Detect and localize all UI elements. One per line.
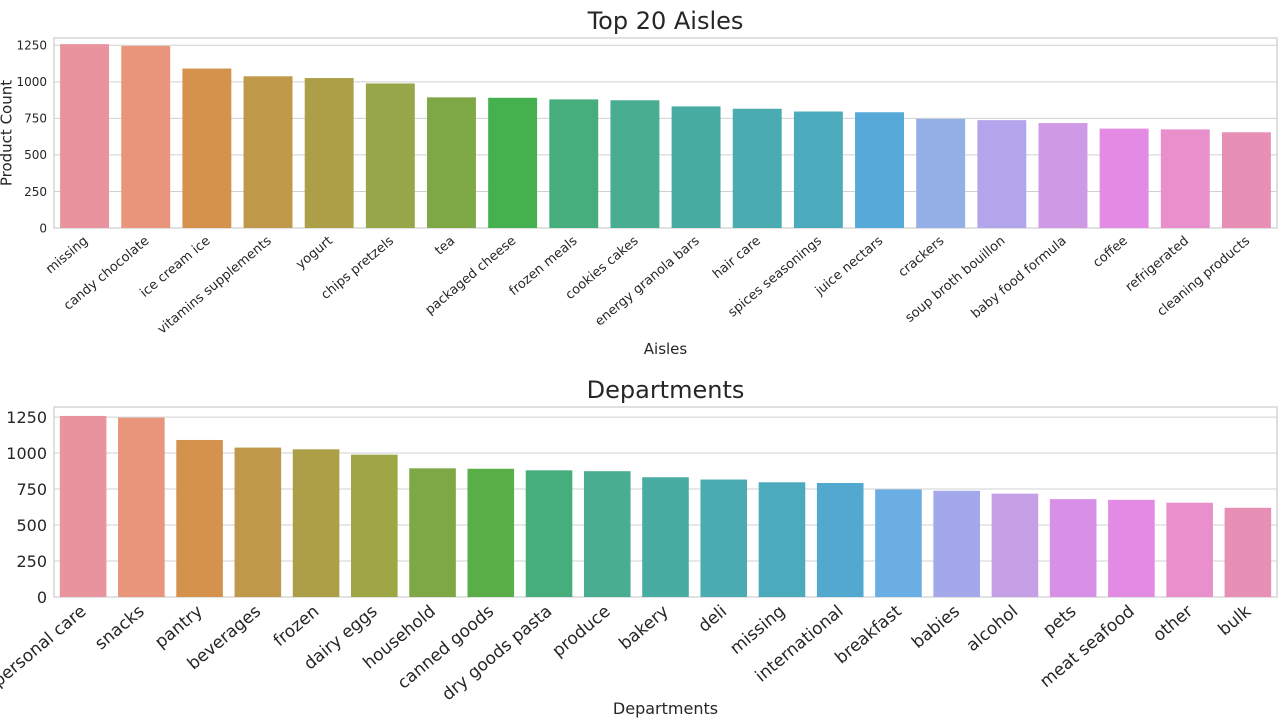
- bar: [176, 439, 223, 597]
- x-tick-label: pets: [1039, 601, 1080, 640]
- bar: [243, 76, 293, 229]
- bar: [60, 44, 110, 229]
- x-tick-label: deli: [695, 602, 731, 637]
- y-tick-label: 0: [39, 221, 47, 235]
- bar: [732, 108, 782, 228]
- x-tick-label: vitamins supplements: [155, 233, 275, 337]
- bar: [118, 417, 165, 597]
- x-tick-label: hair care: [710, 234, 764, 282]
- y-tick-label: 1250: [16, 39, 47, 53]
- bar: [234, 447, 282, 597]
- x-tick-label: pantry: [151, 602, 207, 653]
- bar: [409, 468, 456, 597]
- bar: [700, 479, 748, 597]
- y-tick-label: 1000: [6, 444, 47, 463]
- bar: [1099, 128, 1149, 228]
- bar: [875, 489, 922, 597]
- chart-title: Top 20 Aisles: [587, 7, 744, 35]
- y-tick-label: 250: [24, 185, 47, 199]
- plot-area: [53, 37, 1278, 229]
- x-tick-label: soup broth bouillon: [903, 234, 1009, 326]
- bar: [351, 454, 398, 597]
- y-tick-label: 250: [16, 552, 47, 571]
- bar: [855, 112, 904, 228]
- bar: [365, 83, 415, 228]
- x-tick-label: bakery: [615, 602, 672, 655]
- x-tick-label: produce: [549, 602, 615, 662]
- bar: [1221, 132, 1271, 228]
- y-axis-label: Product Count: [0, 80, 15, 186]
- bar: [549, 99, 599, 228]
- x-axis-label: Departments: [613, 699, 718, 718]
- bar: [427, 97, 476, 228]
- y-tick-label: 0: [37, 588, 47, 607]
- y-tick-label: 1000: [16, 75, 47, 89]
- x-axis-label: Aisles: [644, 340, 688, 358]
- bar: [1038, 123, 1088, 228]
- y-tick-label: 1250: [6, 408, 47, 427]
- bar: [525, 470, 573, 597]
- bar: [467, 468, 515, 597]
- x-tick-label: other: [1149, 602, 1197, 646]
- bar: [991, 493, 1039, 597]
- chart-2: 0 250 500 750 1000 1250 personal care snacks pan…: [0, 376, 1278, 718]
- bar: [1108, 499, 1155, 597]
- bar: [292, 449, 340, 597]
- bar: [916, 118, 966, 228]
- bar: [304, 78, 354, 229]
- x-tick-label: coffee: [1090, 234, 1130, 271]
- x-tick-label: personal care: [0, 602, 90, 692]
- y-tick-label: 500: [24, 148, 47, 162]
- bar: [1166, 502, 1213, 597]
- y-tick-label: 750: [24, 112, 47, 126]
- bar: [1224, 507, 1272, 597]
- x-tick-label: babies: [908, 601, 964, 652]
- x-tick-label: bulk: [1215, 601, 1256, 640]
- y-tick-label: 500: [16, 516, 47, 535]
- bar: [816, 483, 864, 597]
- x-tick-label: snacks: [91, 601, 148, 654]
- bar: [977, 120, 1027, 228]
- bar: [1049, 499, 1097, 597]
- bar: [671, 106, 721, 228]
- bar: [182, 68, 232, 229]
- x-tick-label: crackers: [896, 233, 948, 280]
- bar: [642, 477, 689, 597]
- bar: [488, 97, 538, 229]
- y-tick-label: 750: [16, 480, 47, 499]
- x-tick-label: frozen: [270, 602, 324, 651]
- bar: [933, 490, 980, 597]
- bar: [59, 415, 107, 597]
- bar: [1160, 129, 1210, 228]
- x-tick-label: energy granola bars: [592, 233, 702, 329]
- x-tick-label: tea: [432, 234, 458, 259]
- x-tick-label: alcohol: [963, 602, 1022, 656]
- bar: [793, 111, 843, 228]
- x-tick-label: yogurt: [293, 234, 335, 273]
- x-tick-label: missing: [43, 234, 91, 278]
- bar: [758, 482, 806, 597]
- bar: [121, 45, 171, 229]
- bar: [610, 100, 660, 228]
- chart-title: Departments: [587, 376, 745, 404]
- bar: [583, 471, 631, 597]
